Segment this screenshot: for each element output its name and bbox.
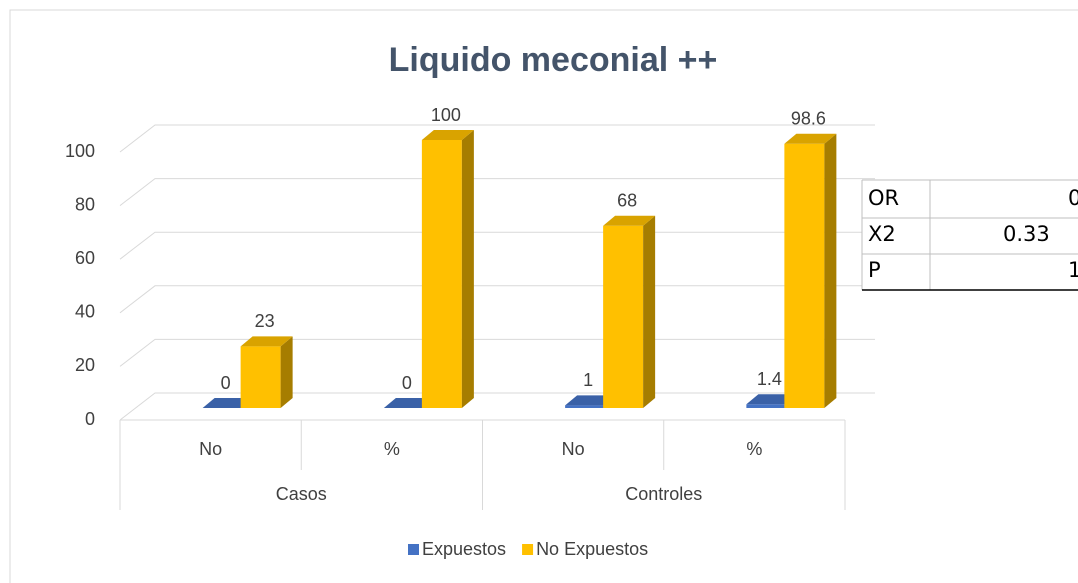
legend-label: No Expuestos <box>536 539 648 559</box>
bar-front <box>603 225 644 408</box>
bar-top <box>202 398 253 408</box>
chart-title: Liquido meconial ++ <box>389 41 718 79</box>
y-tick-label: 60 <box>75 248 95 268</box>
bar-front <box>565 405 604 408</box>
bar-side <box>280 336 293 408</box>
data-label: 0 <box>221 373 231 393</box>
legend-label: Expuestos <box>422 539 506 559</box>
bar <box>383 398 434 408</box>
data-label: 1 <box>583 370 593 390</box>
bar <box>202 398 253 408</box>
bar <box>421 130 474 408</box>
chart-border <box>9 9 1078 583</box>
data-label: 1.4 <box>757 369 782 389</box>
bar-front <box>421 140 462 408</box>
bar-top <box>784 133 837 144</box>
y-tick-label: 40 <box>75 302 95 322</box>
bar-top <box>240 336 293 347</box>
table-bg <box>862 180 1078 290</box>
bar <box>240 336 293 408</box>
table-label: P <box>868 258 881 282</box>
bar-front <box>240 346 281 408</box>
group-label: Controles <box>625 484 702 504</box>
grid-line <box>119 124 875 153</box>
bar-front <box>746 404 785 408</box>
y-tick-label: 0 <box>85 409 95 429</box>
data-label: 23 <box>255 311 275 331</box>
stats-table: OR 0 X2 0.33 P 1 <box>861 179 1078 291</box>
bar <box>784 133 837 408</box>
data-label: 0 <box>402 373 412 393</box>
table-label: X2 <box>868 222 896 246</box>
bar <box>603 215 656 408</box>
bar-side <box>461 130 474 408</box>
bar-front <box>784 143 825 408</box>
grid-line <box>119 178 875 206</box>
y-tick-label: 100 <box>65 141 95 161</box>
table-value: 1 <box>1068 258 1078 282</box>
data-label: 98.6 <box>791 109 826 129</box>
table-value: 0 <box>1068 186 1078 210</box>
data-label: 68 <box>617 191 637 211</box>
x-tick-label: No <box>562 439 585 459</box>
bar-top <box>746 394 797 405</box>
data-label: 100 <box>431 105 461 125</box>
y-tick-label: 80 <box>75 194 95 214</box>
bar-top <box>383 398 434 408</box>
x-tick-label: % <box>746 439 762 459</box>
x-tick-label: No <box>199 439 222 459</box>
table-value: 0.33 <box>1003 222 1050 246</box>
x-tick-label: % <box>384 439 400 459</box>
y-tick-label: 20 <box>75 355 95 375</box>
bar-top <box>421 130 474 140</box>
bar-top <box>603 215 656 226</box>
bar-top <box>565 395 616 406</box>
legend-swatch <box>522 544 534 555</box>
table-label: OR <box>868 186 899 210</box>
legend-swatch <box>408 544 419 555</box>
bar-side <box>824 133 837 408</box>
bar-side <box>643 215 656 408</box>
group-label: Casos <box>276 484 327 504</box>
